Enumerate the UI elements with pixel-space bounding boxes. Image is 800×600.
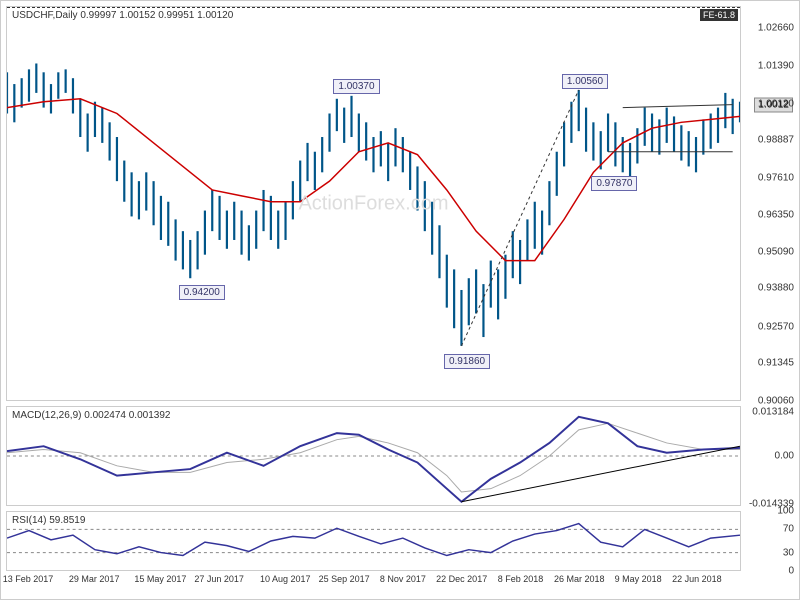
- price-label: 1.00370: [333, 79, 379, 94]
- x-axis: 13 Feb 2017 29 Mar 2017 15 May 2017 27 Jun …: [6, 574, 741, 594]
- rsi-panel[interactable]: RSI(14) 59.8519: [6, 511, 741, 571]
- price-header: USDCHF,Daily 0.99997 1.00152 0.99951 1.0…: [12, 10, 233, 21]
- rsi-y-axis: 10070300: [744, 511, 794, 571]
- ohlc: 0.99997 1.00152 0.99951 1.00120: [80, 10, 233, 21]
- price-label: 0.94200: [179, 285, 225, 300]
- price-y-axis: 0.900600.913450.925700.938800.950900.963…: [744, 6, 794, 401]
- y-tick: 0.93880: [758, 283, 794, 294]
- price-panel[interactable]: USDCHF,Daily 0.99997 1.00152 0.99951 1.0…: [6, 6, 741, 401]
- macd-y-axis: 0.0131840.00-0.014339: [744, 406, 794, 506]
- y-tick: 0.90060: [758, 396, 794, 407]
- price-label: 1.00560: [562, 74, 608, 89]
- symbol: USDCHF,Daily: [12, 10, 78, 21]
- y-tick: 0.92570: [758, 321, 794, 332]
- x-tick: 26 Mar 2018: [554, 574, 605, 584]
- y-tick: 70: [783, 524, 794, 535]
- x-tick: 9 May 2018: [615, 574, 662, 584]
- chart-container: USDCHF,Daily 0.99997 1.00152 0.99951 1.0…: [0, 0, 800, 600]
- y-tick: 1.01390: [758, 61, 794, 72]
- y-tick: 0.013184: [752, 407, 794, 418]
- y-tick: 0: [788, 566, 794, 577]
- rsi-title: RSI(14) 59.8519: [12, 515, 85, 526]
- price-label: 0.97870: [591, 176, 637, 191]
- y-tick: 0.97610: [758, 172, 794, 183]
- y-tick: 0.96350: [758, 210, 794, 221]
- y-tick: 100: [777, 506, 794, 517]
- x-tick: 25 Sep 2017: [319, 574, 370, 584]
- x-tick: 15 May 2017: [134, 574, 186, 584]
- price-label: 0.91860: [444, 354, 490, 369]
- macd-title: MACD(12,26,9) 0.002474 0.001392: [12, 410, 170, 421]
- y-tick: 0.91345: [758, 358, 794, 369]
- x-tick: 29 Mar 2017: [69, 574, 120, 584]
- x-tick: 8 Nov 2017: [380, 574, 426, 584]
- y-tick: 1.02660: [758, 23, 794, 34]
- x-tick: 10 Aug 2017: [260, 574, 311, 584]
- x-tick: 22 Dec 2017: [436, 574, 487, 584]
- rsi-svg: [7, 512, 740, 570]
- macd-svg: [7, 407, 740, 505]
- x-tick: 27 Jun 2017: [194, 574, 244, 584]
- y-tick: 1.00120: [758, 98, 794, 109]
- x-tick: 8 Feb 2018: [498, 574, 544, 584]
- y-tick: 0.98887: [758, 135, 794, 146]
- x-tick: 13 Feb 2017: [3, 574, 54, 584]
- y-tick: 0.95090: [758, 247, 794, 258]
- price-svg: [7, 7, 740, 400]
- x-tick: 22 Jun 2018: [672, 574, 722, 584]
- y-tick: 30: [783, 548, 794, 559]
- y-tick: 0.00: [775, 451, 794, 462]
- macd-panel[interactable]: MACD(12,26,9) 0.002474 0.001392: [6, 406, 741, 506]
